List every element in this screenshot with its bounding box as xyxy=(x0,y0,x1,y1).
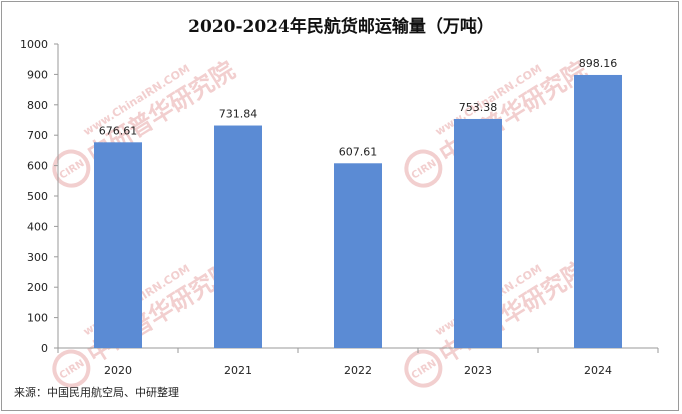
y-tick-label: 100 xyxy=(27,312,48,325)
data-label-2021: 731.84 xyxy=(219,108,258,121)
x-tick-label-2020: 2020 xyxy=(104,364,132,377)
data-label-2022: 607.61 xyxy=(339,145,378,158)
x-tick-label-2022: 2022 xyxy=(344,364,372,377)
x-tick-label-2024: 2024 xyxy=(584,364,612,377)
chart-axes: 0 100 200 300 400 500 600 700 800 900 1000 xyxy=(20,38,659,355)
chart-title: 2020-2024年民航货邮运输量（万吨） xyxy=(188,17,494,37)
bar-2020 xyxy=(94,142,142,348)
x-tick-label-2023: 2023 xyxy=(464,364,492,377)
y-tick-label: 800 xyxy=(27,99,48,112)
y-tick-label: 0 xyxy=(41,342,48,355)
y-tick-label: 500 xyxy=(27,190,48,203)
bar-2024 xyxy=(574,74,622,349)
watermark-logo-ring xyxy=(52,149,91,188)
watermark-logo-ring xyxy=(52,349,91,388)
y-tick-label: 300 xyxy=(27,251,48,264)
x-tick-label-2021: 2021 xyxy=(224,364,252,377)
y-tick-label: 400 xyxy=(27,220,48,233)
y-tick-label: 600 xyxy=(27,160,48,173)
bar-2022 xyxy=(334,163,382,348)
watermark-logo-ring xyxy=(404,349,443,388)
chart-bars: 676.61 2020 731.84 2021 607.61 2022 753.38 2023… xyxy=(94,57,622,377)
source-note: 来源：中国民用航空局、中研整理 xyxy=(14,386,179,399)
watermark-logo-text: CIRN xyxy=(58,358,87,382)
watermark-logo-text: CIRN xyxy=(410,158,439,182)
bar-2021 xyxy=(214,125,262,349)
watermark-logo-text: CIRN xyxy=(410,358,439,382)
data-label-2020: 676.61 xyxy=(99,124,138,137)
data-label-2024: 898.16 xyxy=(579,57,618,70)
watermark-logo-text: CIRN xyxy=(58,158,87,182)
bar-2023 xyxy=(454,118,502,349)
y-tick-label: 1000 xyxy=(20,38,48,51)
y-tick-label: 200 xyxy=(27,281,48,294)
watermark-logo-ring xyxy=(404,149,443,188)
data-label-2023: 753.38 xyxy=(459,101,498,114)
y-tick-label: 700 xyxy=(27,129,48,142)
y-tick-label: 900 xyxy=(27,68,48,81)
